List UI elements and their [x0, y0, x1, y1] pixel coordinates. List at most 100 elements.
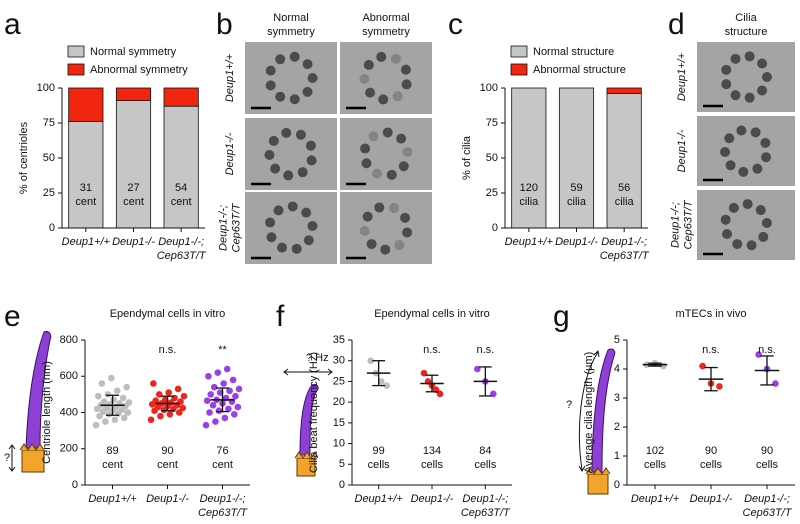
micrograph: [245, 42, 337, 114]
data-point: [232, 392, 239, 400]
microtubule: [270, 163, 281, 174]
y-tick-label: 5: [339, 458, 345, 470]
data-point: [123, 383, 130, 391]
data-point: [108, 374, 115, 382]
microtubule: [374, 202, 385, 213]
y-tick-label: 1: [614, 450, 620, 462]
y-tick-label: 0: [492, 222, 498, 234]
bar-segment: [511, 87, 547, 229]
n-label: 59: [570, 182, 582, 194]
microtubule: [724, 133, 735, 144]
microtubule: [305, 140, 316, 151]
n-label: cilia: [567, 196, 587, 208]
microtubule: [291, 243, 302, 254]
microtubule: [302, 86, 313, 97]
data-point: [209, 401, 217, 409]
data-point: [207, 391, 215, 398]
data-point: [223, 365, 231, 373]
microtubule: [760, 137, 771, 148]
microtubule: [360, 143, 371, 154]
n-label: 120: [520, 182, 538, 194]
y-tick-label: 5: [614, 334, 620, 346]
microtubule: [275, 91, 286, 102]
x-tick-label: Deup1-/-;: [601, 236, 647, 248]
data-point: [96, 412, 103, 420]
chart-title: Ependymal cells in vitro: [110, 308, 226, 320]
legend-swatch: [510, 45, 528, 58]
panel-letter: a: [4, 8, 21, 41]
n-label: cells: [368, 459, 391, 471]
x-tick-label: Cep63T/T: [198, 507, 248, 519]
microtubule: [297, 167, 308, 178]
y-tick-label: 0: [72, 479, 78, 491]
n-label: cells: [474, 459, 497, 471]
microtubule: [721, 79, 732, 90]
cartoon-label: ? Hz: [306, 352, 329, 364]
microtubule: [386, 169, 397, 180]
microtubule: [275, 54, 286, 65]
data-point: [210, 383, 218, 391]
y-tick-label: 400: [60, 406, 78, 418]
microtubule: [287, 201, 298, 212]
significance: n.s.: [423, 344, 441, 356]
row-label: Deup1+/+: [224, 53, 236, 102]
bar-segment: [558, 87, 595, 229]
column-header: structure: [725, 26, 768, 38]
microtubule: [265, 65, 276, 76]
microtubule: [389, 202, 400, 213]
microtubule: [368, 131, 379, 142]
n-label: cells: [756, 459, 779, 471]
data-point: [152, 397, 160, 405]
data-point: [111, 416, 119, 424]
data-point: [234, 403, 242, 411]
microtubule: [758, 231, 769, 242]
data-point: [104, 391, 112, 398]
data-point: [165, 389, 172, 396]
n-label: 134: [423, 445, 441, 457]
microtubule: [400, 212, 411, 223]
x-tick-label: Deup1-/-: [555, 236, 598, 248]
y-tick-label: 800: [60, 334, 78, 346]
data-point: [95, 392, 102, 400]
microtubule: [265, 80, 276, 91]
microtubule: [359, 226, 370, 237]
x-tick-label: Cep63T/T: [600, 250, 650, 262]
y-tick-label: 15: [333, 417, 345, 429]
data-point: [157, 412, 164, 420]
column-header: Normal: [273, 12, 308, 24]
microtubule: [750, 127, 761, 138]
row-label: Deup1-/-: [676, 129, 688, 172]
legend-label: Abnormal structure: [533, 64, 626, 76]
chart-title: Ependymal cells in vitro: [374, 308, 490, 320]
y-tick-label: 100: [37, 82, 55, 94]
data-point: [226, 387, 233, 395]
microtubule: [730, 53, 741, 64]
microtubule: [401, 79, 412, 90]
n-label: 56: [618, 182, 630, 194]
n-label: 27: [127, 182, 139, 194]
y-tick-label: 50: [43, 152, 55, 164]
n-label: cells: [421, 459, 444, 471]
data-point: [212, 418, 219, 425]
microtubule: [762, 72, 772, 82]
panel-letter: c: [448, 8, 463, 41]
data-point: [229, 376, 237, 384]
panel-letter: b: [216, 8, 233, 41]
data-point: [378, 378, 385, 385]
x-tick-label: Deup1-/-: [112, 236, 155, 248]
microtubule: [265, 217, 276, 228]
legend-label: Normal symmetry: [90, 46, 177, 58]
n-label: 90: [705, 445, 717, 457]
microtubule: [302, 59, 313, 70]
microtubule: [400, 64, 411, 75]
microtubule: [736, 125, 747, 136]
data-point: [215, 407, 223, 414]
microtubule: [266, 232, 277, 243]
n-label: cent: [102, 459, 123, 471]
x-tick-label: Deup1-/-;: [462, 493, 508, 505]
data-point: [383, 382, 390, 389]
n-label: 99: [373, 445, 385, 457]
legend-swatch: [67, 45, 85, 58]
data-point: [100, 398, 108, 405]
data-point: [113, 387, 121, 395]
